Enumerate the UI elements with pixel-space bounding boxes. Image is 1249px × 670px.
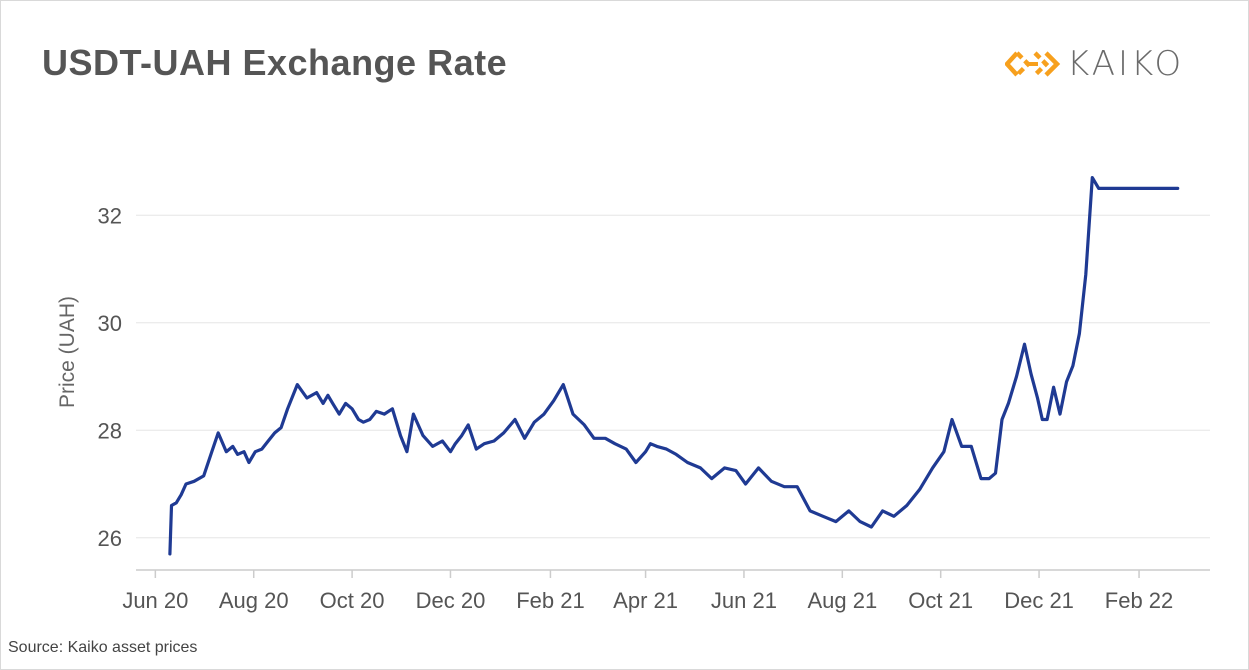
x-tick-label: Jun 21 — [711, 588, 777, 613]
x-tick-label: Dec 20 — [416, 588, 486, 613]
x-tick-label: Aug 21 — [807, 588, 877, 613]
x-tick-label: Aug 20 — [219, 588, 289, 613]
grid-lines — [136, 214, 1210, 539]
source-note: Source: Kaiko asset prices — [8, 639, 198, 656]
kaiko-diamond-icon — [1005, 51, 1061, 77]
x-tick-label: Oct 21 — [908, 588, 973, 613]
x-tick-label: Jun 20 — [122, 588, 188, 613]
y-tick-label: 32 — [98, 203, 122, 228]
y-tick-label: 26 — [98, 526, 122, 551]
x-axis — [136, 569, 1210, 578]
kaiko-logo: KAIKO — [1005, 44, 1184, 84]
kaiko-wordmark: KAIKO — [1067, 44, 1185, 84]
x-tick-labels: Jun 20 Aug 20 Oct 20 Dec 20 Feb 21 Apr 21 Jun … — [122, 588, 1173, 613]
y-tick-label: 28 — [98, 418, 122, 443]
y-axis-title: Price (UAH) — [56, 296, 79, 408]
y-tick-label: 30 — [98, 311, 122, 336]
y-tick-labels: 26 28 30 32 — [98, 203, 122, 551]
series-line-usdt-uah — [168, 176, 1180, 556]
x-tick-label: Feb 22 — [1105, 588, 1174, 613]
x-tick-label: Oct 20 — [320, 588, 385, 613]
chart-title: USDT-UAH Exchange Rate — [42, 42, 508, 83]
x-tick-label: Dec 21 — [1004, 588, 1074, 613]
x-tick-label: Feb 21 — [516, 588, 585, 613]
x-tick-label: Apr 21 — [613, 588, 678, 613]
